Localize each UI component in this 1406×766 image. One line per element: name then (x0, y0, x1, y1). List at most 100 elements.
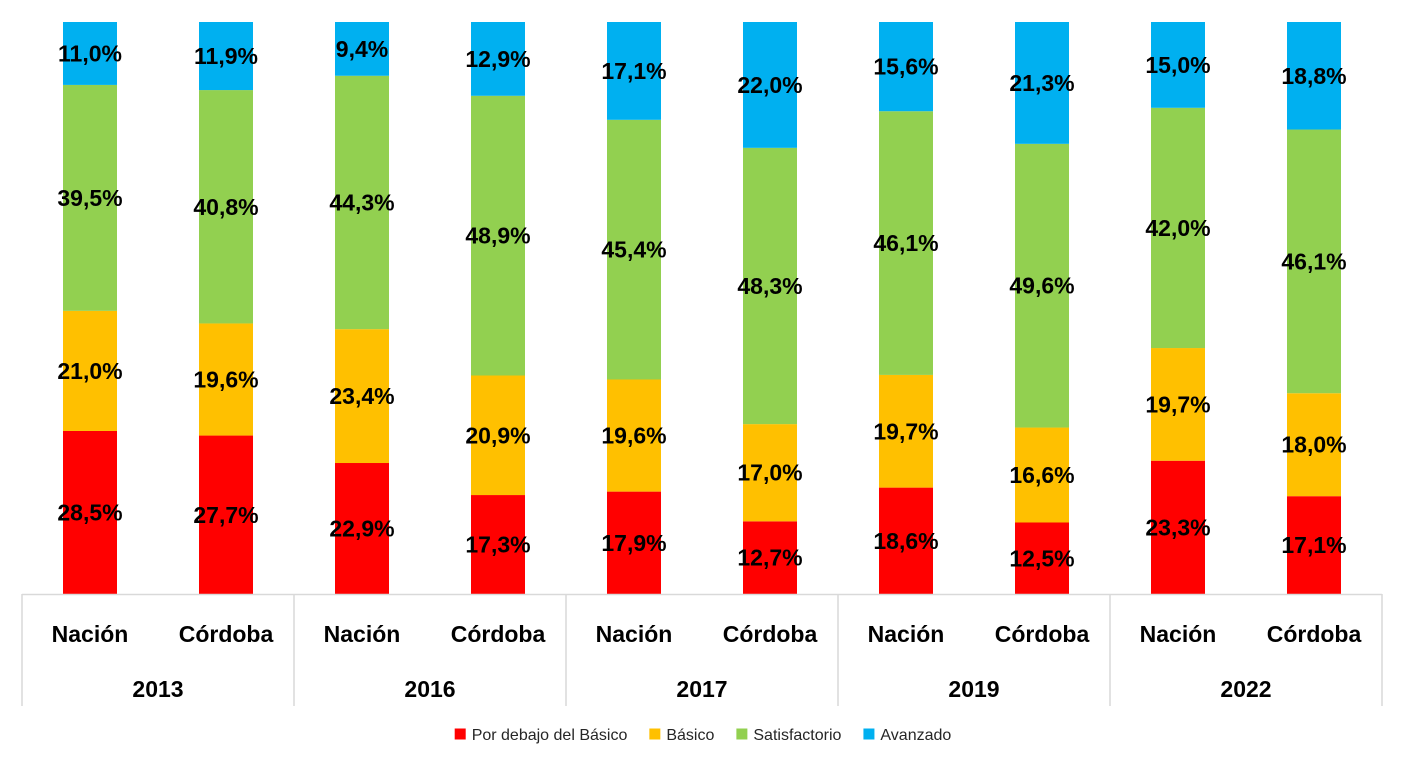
bar-segment-satisfactorio-7 (1015, 143, 1069, 428)
data-label: 45,4% (601, 237, 666, 263)
bar-segment-avanzado-7 (1015, 22, 1069, 144)
bar-segment-por-debajo-del-básico-6 (879, 487, 933, 594)
data-label: 16,6% (1009, 462, 1074, 488)
data-label: 39,5% (57, 185, 122, 211)
bar-segment-por-debajo-del-básico-3 (471, 495, 525, 594)
data-label: 11,0% (58, 40, 122, 66)
bar-segment-satisfactorio-1 (199, 90, 253, 324)
bar-segment-avanzado-5 (743, 22, 797, 148)
category-label: Nación (324, 621, 401, 647)
bar-segment-avanzado-1 (199, 22, 253, 91)
data-label: 23,3% (1145, 514, 1210, 540)
bar-segment-por-debajo-del-básico-2 (335, 463, 389, 594)
bar-segment-satisfactorio-6 (879, 111, 933, 375)
legend-label: Satisfactorio (753, 727, 841, 744)
data-label: 49,6% (1009, 273, 1074, 299)
category-label: Córdoba (1267, 621, 1362, 647)
year-label: 2017 (676, 676, 727, 702)
data-label: 22,0% (737, 72, 802, 98)
data-labels-layer: 28,5% 21,0% 39,5% 11,0% 27,7% 19,6% 40,8% 11,9%… (57, 36, 1346, 571)
bar-segment-satisfactorio-9 (1287, 129, 1341, 394)
bar-segment-avanzado-2 (335, 22, 389, 76)
bar-segment-satisfactorio-3 (471, 95, 525, 376)
year-label: 2013 (132, 676, 183, 702)
data-label: 18,6% (873, 528, 938, 554)
bar-segment-por-debajo-del-básico-8 (1151, 460, 1205, 594)
data-label: 40,8% (193, 194, 258, 220)
bar-segment-básico-0 (63, 310, 117, 431)
data-label: 12,7% (737, 545, 802, 571)
bar-segment-satisfactorio-8 (1151, 107, 1205, 349)
bar-segment-satisfactorio-2 (335, 75, 389, 330)
legend-swatch-satisfactorio (736, 728, 748, 740)
bar-segment-básico-8 (1151, 348, 1205, 461)
bar-segment-por-debajo-del-básico-9 (1287, 496, 1341, 594)
data-label: 11,9% (194, 43, 258, 69)
category-label: Nación (868, 621, 945, 647)
data-label: 19,7% (1145, 391, 1210, 417)
data-label: 46,1% (1281, 248, 1346, 274)
bar-segment-avanzado-6 (879, 22, 933, 112)
data-label: 17,9% (601, 530, 666, 556)
bar-segment-avanzado-0 (63, 22, 117, 85)
data-label: 23,4% (329, 383, 394, 409)
bar-segment-básico-9 (1287, 393, 1341, 497)
bar-segment-por-debajo-del-básico-0 (63, 430, 117, 594)
bar-segment-satisfactorio-5 (743, 147, 797, 425)
bar-segment-por-debajo-del-básico-5 (743, 521, 797, 594)
bar-segment-por-debajo-del-básico-7 (1015, 522, 1069, 594)
bar-segment-satisfactorio-0 (63, 84, 117, 311)
legend-swatch-por-debajo-del-básico (454, 728, 466, 740)
data-label: 21,3% (1009, 70, 1074, 96)
data-label: 22,9% (329, 516, 394, 542)
bars-layer (63, 22, 1341, 594)
bar-segment-básico-1 (199, 323, 253, 436)
category-label: Córdoba (451, 621, 546, 647)
legend-label: Por debajo del Básico (472, 727, 628, 744)
legend: Por debajo del Básico Básico Satisfactorio… (454, 727, 951, 744)
data-label: 18,0% (1281, 432, 1346, 458)
legend-label: Avanzado (880, 727, 951, 744)
bar-segment-avanzado-3 (471, 22, 525, 96)
category-label: Córdoba (179, 621, 274, 647)
category-label: Nación (1140, 621, 1217, 647)
bar-segment-avanzado-8 (1151, 22, 1205, 108)
category-label: Córdoba (995, 621, 1090, 647)
data-label: 19,6% (601, 423, 666, 449)
data-label: 17,1% (1281, 532, 1346, 558)
category-label: Córdoba (723, 621, 818, 647)
category-label: Nación (52, 621, 129, 647)
data-label: 12,9% (465, 46, 530, 72)
bar-segment-básico-7 (1015, 427, 1069, 523)
data-label: 48,9% (465, 223, 530, 249)
bar-segment-básico-3 (471, 375, 525, 496)
category-axis: Nación Córdoba 2013 Nación Córdoba 2016 Nación… (21, 593, 1383, 706)
data-label: 28,5% (57, 499, 122, 525)
year-label: 2019 (948, 676, 999, 702)
legend-swatch-avanzado (863, 728, 875, 740)
data-label: 17,3% (465, 532, 530, 558)
category-label: Nación (596, 621, 673, 647)
bar-segment-avanzado-4 (607, 22, 661, 120)
year-label: 2016 (404, 676, 455, 702)
bar-segment-por-debajo-del-básico-4 (607, 491, 661, 594)
data-label: 21,0% (57, 358, 122, 384)
data-label: 18,8% (1281, 63, 1346, 89)
data-label: 20,9% (465, 422, 530, 448)
data-label: 9,4% (336, 36, 388, 62)
data-label: 17,0% (737, 460, 802, 486)
data-label: 17,1% (601, 58, 666, 84)
data-label: 42,0% (1145, 215, 1210, 241)
bar-segment-básico-2 (335, 329, 389, 464)
bar-segment-básico-4 (607, 379, 661, 492)
bar-segment-avanzado-9 (1287, 22, 1341, 130)
bar-segment-básico-5 (743, 424, 797, 522)
data-label: 27,7% (193, 502, 258, 528)
data-label: 12,5% (1009, 545, 1074, 571)
data-label: 15,0% (1145, 52, 1210, 78)
data-label: 44,3% (329, 189, 394, 215)
data-label: 19,6% (193, 367, 258, 393)
bar-segment-por-debajo-del-básico-1 (199, 435, 253, 594)
bar-segment-satisfactorio-4 (607, 119, 661, 380)
